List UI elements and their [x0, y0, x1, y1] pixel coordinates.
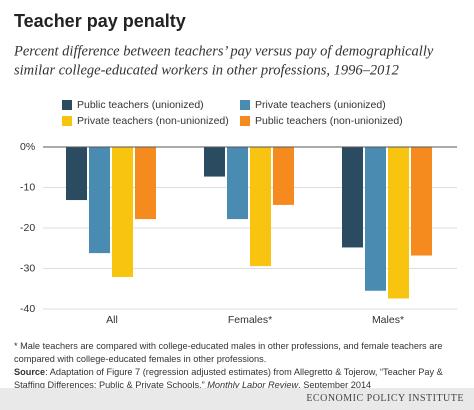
credit: ECONOMIC POLICY INSTITUTE — [306, 393, 464, 404]
legend-label: Public teachers (unionized) — [77, 99, 204, 111]
bar — [66, 147, 87, 201]
legend-label: Private teachers (non-unionized) — [77, 115, 229, 127]
chart-title: Teacher pay penalty — [14, 11, 186, 31]
source-journal: Monthly Labor Review — [207, 379, 299, 390]
legend-swatch — [62, 100, 72, 110]
chart: Teacher pay penalty Percent difference b… — [13, 11, 457, 326]
bar — [227, 147, 248, 220]
legend-swatch — [240, 116, 250, 126]
bar — [135, 147, 156, 220]
y-tick-label: -10 — [20, 181, 35, 193]
x-tick-label: Males* — [372, 314, 404, 326]
legend-swatch — [240, 100, 250, 110]
legend-swatch — [62, 116, 72, 126]
y-tick-label: -40 — [20, 303, 35, 315]
x-tick-label: All — [106, 314, 118, 326]
bar — [204, 147, 225, 177]
bar — [342, 147, 363, 248]
legend-label: Public teachers (non-unionized) — [255, 115, 403, 127]
bar — [411, 147, 432, 256]
footer: ECONOMIC POLICY INSTITUTE — [0, 388, 474, 410]
x-tick-label: Females* — [228, 314, 272, 326]
source-label: Source — [14, 367, 46, 377]
subtitle: similar college-educated workers in othe… — [14, 62, 399, 78]
bar — [250, 147, 271, 267]
legend-label: Private teachers (unionized) — [255, 99, 386, 111]
source-date: , September 2014 — [298, 379, 372, 390]
bar — [388, 147, 409, 299]
bar — [365, 147, 386, 291]
subtitle: Percent difference between teachers’ pay… — [13, 43, 434, 59]
source: Source: Adaptation of Figure 7 (regressi… — [14, 366, 464, 391]
bar — [89, 147, 110, 254]
y-tick-label: 0% — [20, 141, 35, 153]
note: * Male teachers are compared with colleg… — [14, 341, 443, 364]
y-tick-label: -30 — [20, 262, 35, 274]
source-text: : Adaptation of Figure 7 (regression adj… — [14, 367, 443, 390]
bar — [112, 147, 133, 278]
y-tick-label: -20 — [20, 222, 35, 234]
bar — [273, 147, 294, 205]
